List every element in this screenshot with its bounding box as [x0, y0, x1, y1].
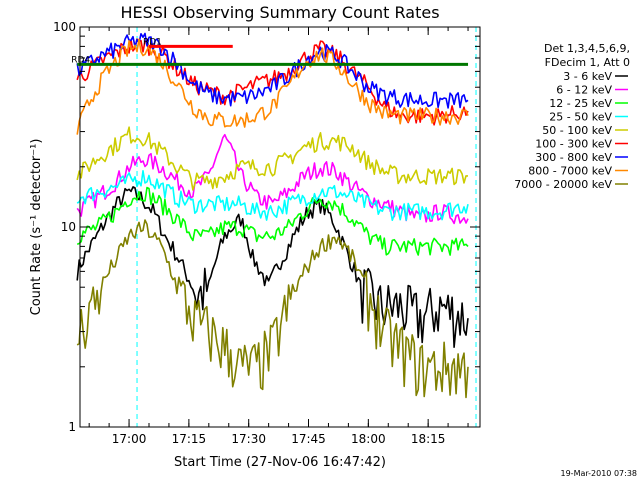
y-axis-label: Count Rate (s⁻¹ detector⁻¹) [29, 139, 44, 316]
legend: Det 1,3,4,5,6,9, FDecim 1, Att 0 3 - 6 k… [514, 42, 630, 191]
overlay-label-rd4: RD4 [71, 55, 90, 65]
series-line-4 [76, 126, 468, 191]
y-tick-label: 100 [53, 20, 76, 34]
x-axis-label: Start Time (27-Nov-06 16:47:42) [174, 455, 386, 470]
legend-label: 800 - 7000 keV [528, 165, 612, 178]
series-line-7 [76, 38, 469, 135]
legend-header-line-1: Det 1,3,4,5,6,9, [544, 42, 630, 55]
plot-area: RD4 RD1 [71, 27, 477, 427]
x-tick-label: 17:00 [112, 432, 147, 446]
series-line-3 [76, 170, 469, 221]
x-tick-label: 18:15 [411, 432, 446, 446]
series-line-2 [76, 186, 469, 256]
series-line-6 [76, 32, 469, 109]
x-tick-label: 17:15 [172, 432, 207, 446]
legend-label: 12 - 25 keV [549, 97, 612, 110]
chart-title: HESSI Observing Summary Count Rates [120, 3, 439, 22]
series-line-0 [76, 186, 469, 349]
legend-label: 100 - 300 keV [535, 138, 612, 151]
series-line-8 [76, 219, 469, 399]
legend-label: 3 - 6 keV [563, 70, 612, 83]
legend-label: 6 - 12 keV [556, 84, 612, 97]
x-tick-label: 17:45 [291, 432, 326, 446]
legend-label: 50 - 100 keV [542, 124, 612, 137]
legend-header-line-2: FDecim 1, Att 0 [545, 56, 630, 69]
overlay-label-rd1: RD1 [143, 37, 162, 47]
y-tick-label: 1 [68, 420, 76, 434]
legend-label: 25 - 50 keV [549, 111, 612, 124]
x-tick-label: 18:00 [351, 432, 386, 446]
legend-label: 7000 - 20000 keV [514, 178, 612, 191]
y-tick-label: 10 [61, 220, 76, 234]
generation-timestamp: 19-Mar-2010 07:38 [561, 469, 638, 478]
axes: 17:00 17:15 17:30 17:45 18:00 18:15 1 10 100 [53, 20, 481, 446]
legend-label: 300 - 800 keV [535, 151, 612, 164]
x-tick-label: 17:30 [231, 432, 266, 446]
